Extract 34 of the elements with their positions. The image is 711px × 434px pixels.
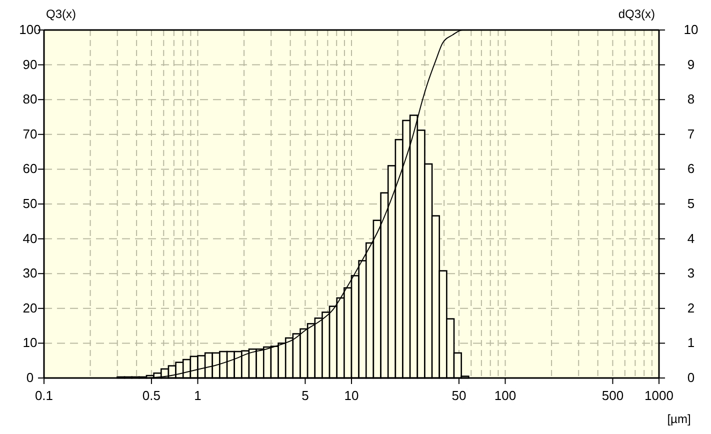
x-tick-label: 500 <box>602 388 624 403</box>
x-axis-title: [µm] <box>667 412 691 426</box>
y-tick-label: 70 <box>22 126 38 142</box>
y-tick-label: 50 <box>22 196 38 211</box>
y-tick-label: 100 <box>19 22 41 37</box>
y2-tick-label: 9 <box>687 56 695 72</box>
y-tick-label: 60 <box>22 161 38 176</box>
y2-tick-label: 7 <box>687 126 695 142</box>
x-tick-label: 5 <box>302 388 309 403</box>
y2-tick-label: 0 <box>687 370 695 385</box>
x-tick-label: 1 <box>194 388 202 403</box>
x-tick-label: 100 <box>494 388 516 403</box>
y-tick-label: 80 <box>22 92 38 107</box>
y2-tick-label: 8 <box>687 92 695 107</box>
y-axis-title: Q3(x) <box>46 7 76 21</box>
x-tick-label: 10 <box>344 388 359 403</box>
y2-tick-label: 5 <box>687 196 695 211</box>
y2-tick-label: 3 <box>687 266 695 281</box>
y-tick-label: 10 <box>22 335 38 350</box>
y2-tick-label: 2 <box>687 300 695 316</box>
y-tick-label: 40 <box>22 230 38 246</box>
x-tick-label: 0.5 <box>142 388 161 403</box>
x-tick-label: 1000 <box>644 388 674 403</box>
x-tick-label: 50 <box>452 388 466 403</box>
x-tick-label: 0.1 <box>34 388 54 403</box>
y2-axis-title: dQ3(x) <box>618 7 655 21</box>
y2-tick-label: 4 <box>687 230 695 246</box>
y-tick-label: 0 <box>26 370 34 385</box>
y2-tick-label: 1 <box>687 335 695 350</box>
y-tick-label: 90 <box>22 56 38 72</box>
y2-tick-label: 6 <box>687 161 695 176</box>
y-tick-label: 20 <box>22 300 38 316</box>
y-tick-label: 30 <box>22 266 38 281</box>
y2-tick-label: 10 <box>684 22 698 37</box>
